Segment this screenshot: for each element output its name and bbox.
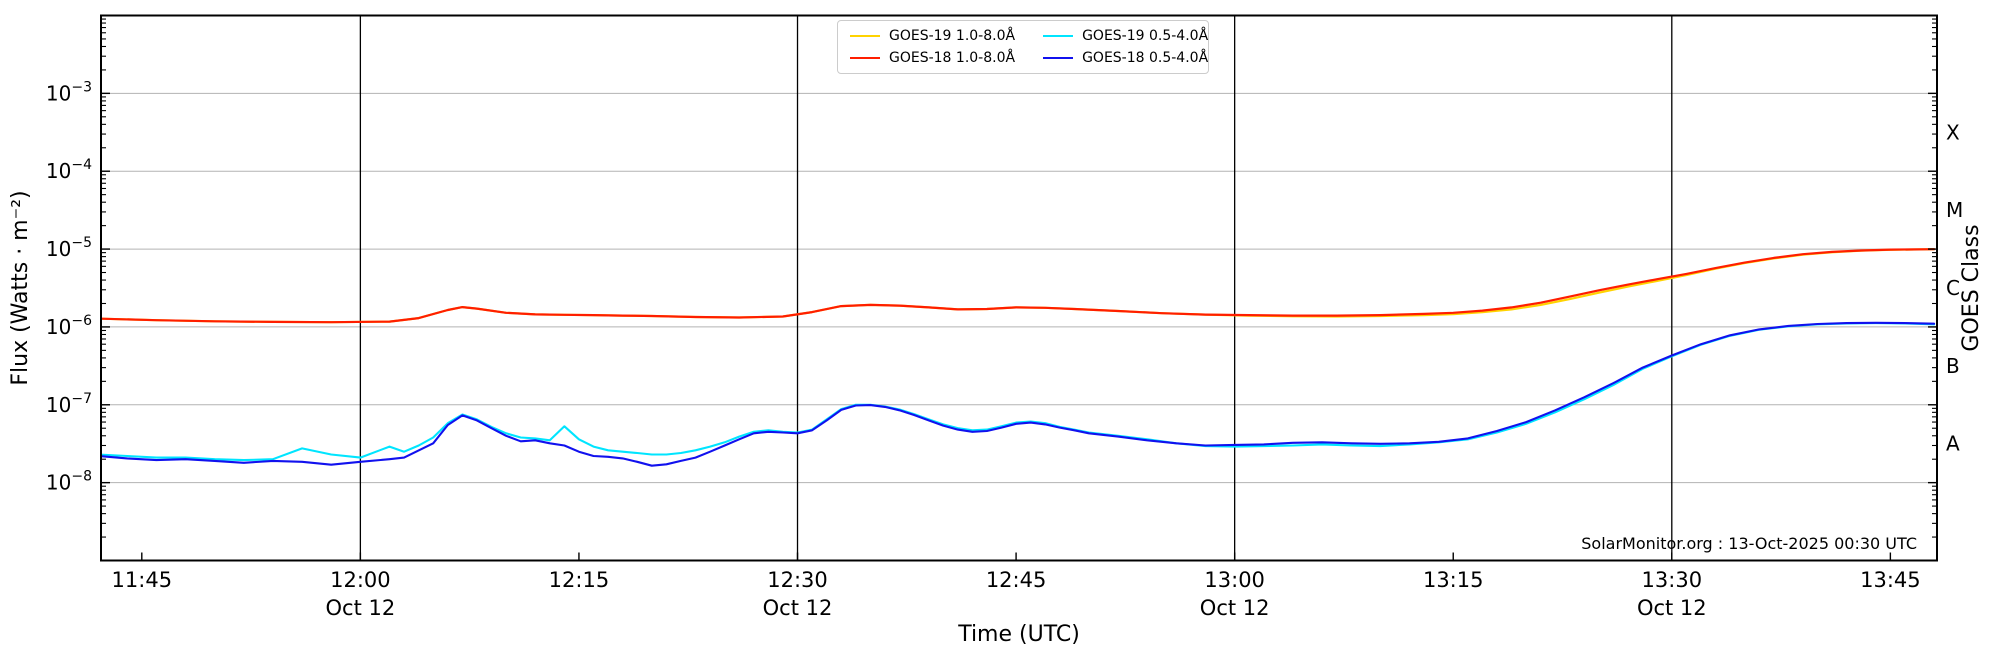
x-tick-date: Oct 12	[1637, 596, 1707, 620]
legend-line-swatch	[850, 56, 880, 60]
time-marker-lines	[359, 15, 1673, 561]
goes-class-m: M	[1946, 198, 1963, 222]
goes-class-a: A	[1946, 432, 1960, 456]
legend-line-swatch	[1043, 56, 1074, 60]
series-line-3	[101, 321, 1936, 467]
x-tick-date: Oct 12	[763, 596, 833, 620]
goes-class-b: B	[1946, 354, 1960, 378]
x-tick-label: 12:30	[767, 568, 828, 592]
legend-line-swatch	[1043, 34, 1074, 38]
legend-item-0: GOES-19 1.0-8.0Å	[850, 25, 1015, 47]
x-tick-label: 12:45	[986, 568, 1047, 592]
x-tick-label: 13:45	[1860, 568, 1921, 592]
series-line-1	[101, 248, 1936, 324]
legend-item-3: GOES-18 0.5-4.0Å	[1043, 47, 1208, 69]
y-tick-label: 10−6	[46, 313, 92, 339]
y-tick-label: 10−3	[46, 79, 92, 105]
series-line-0	[101, 248, 1936, 324]
y-tick-labels: 10−3 10−4 10−5 10−6 10−7 10−8	[46, 79, 92, 494]
y-axis-label: Flux (Watts · m⁻²)	[8, 190, 33, 385]
goes-class-x: X	[1946, 120, 1960, 144]
x-tick-label: 13:15	[1423, 568, 1484, 592]
y-tick-label: 10−4	[46, 157, 92, 183]
goes-class-labels: X M C B A	[1946, 120, 1963, 455]
series-line-2	[101, 322, 1936, 462]
legend-label: GOES-19 1.0-8.0Å	[889, 28, 1016, 44]
legend-line-swatch	[850, 34, 880, 38]
x-tick-label: 13:30	[1642, 568, 1703, 592]
x-tick-label: 11:45	[112, 568, 173, 592]
plot-border	[100, 14, 1938, 562]
x-axis-label: Time (UTC)	[957, 622, 1080, 647]
y-tick-label: 10−5	[46, 235, 92, 261]
x-tick-labels: 11:45 12:00 Oct 12 12:15 12:30 Oct 12 12:45 13:…	[112, 568, 1921, 620]
x-tick-label: 12:15	[549, 568, 610, 592]
x-tick-label: 12:00	[330, 568, 391, 592]
legend-label: GOES-19 0.5-4.0Å	[1082, 28, 1209, 44]
x-tick-date: Oct 12	[1200, 596, 1270, 620]
legend: GOES-19 1.0-8.0Å GOES-18 1.0-8.0Å GOES-19 …	[837, 20, 1209, 74]
y-tick-label: 10−7	[46, 391, 92, 417]
legend-item-1: GOES-18 1.0-8.0Å	[850, 47, 1015, 69]
legend-item-2: GOES-19 0.5-4.0Å	[1043, 25, 1208, 47]
decade-gridlines	[101, 92, 1937, 484]
right-axis-label: GOES Class	[1959, 224, 1984, 351]
legend-label: GOES-18 1.0-8.0Å	[889, 50, 1016, 66]
axis-ticks	[101, 18, 1937, 561]
goes-class-c: C	[1946, 276, 1960, 300]
credit-text: SolarMonitor.org : 13-Oct-2025 00:30 UTC	[1581, 534, 1917, 553]
x-tick-date: Oct 12	[326, 596, 396, 620]
legend-label: GOES-18 0.5-4.0Å	[1082, 50, 1209, 66]
flux-series	[101, 248, 1936, 467]
x-tick-label: 13:00	[1204, 568, 1265, 592]
y-tick-label: 10−8	[46, 469, 92, 495]
